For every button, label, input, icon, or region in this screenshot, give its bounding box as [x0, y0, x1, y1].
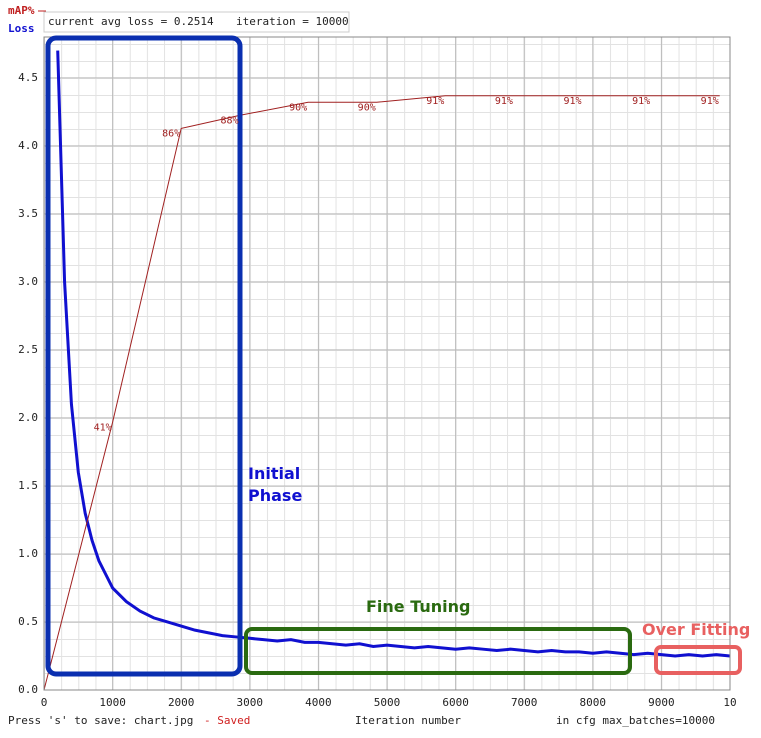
- value-label: 88%: [220, 115, 238, 126]
- x-tick-label: 7000: [511, 696, 538, 709]
- y-tick-label: 3.5: [18, 207, 38, 220]
- value-label: 91%: [426, 96, 444, 107]
- y-tick-label: 0.5: [18, 615, 38, 628]
- fine-tuning-box: [244, 627, 632, 675]
- series-line: [56, 50, 731, 658]
- annotation: Fine Tuning: [366, 597, 471, 616]
- y-tick-label: 1.5: [18, 479, 38, 492]
- overfit-box: [654, 645, 742, 675]
- status-iteration: iteration = 10000: [236, 15, 349, 28]
- x-tick-label: 10: [723, 696, 736, 709]
- plot-frame: [43, 36, 731, 691]
- status-box: [43, 11, 350, 33]
- y-tick-label: 3.0: [18, 275, 38, 288]
- annotation: Initial Phase: [248, 464, 303, 505]
- x-tick-label: 2000: [168, 696, 195, 709]
- x-tick-label: 8000: [580, 696, 607, 709]
- value-label: 41%: [94, 422, 112, 433]
- footer-batches: in cfg max_batches=10000: [556, 714, 715, 727]
- x-tick-label: 9000: [648, 696, 675, 709]
- value-label: 90%: [358, 102, 376, 113]
- value-label: 91%: [632, 96, 650, 107]
- value-label: 91%: [563, 96, 581, 107]
- value-label: 90%: [289, 102, 307, 113]
- value-label: 91%: [701, 96, 719, 107]
- value-label: 91%: [495, 96, 513, 107]
- series-line: [43, 95, 720, 691]
- x-tick-label: 5000: [374, 696, 401, 709]
- footer-saved: - Saved: [204, 714, 250, 727]
- x-tick-label: 0: [41, 696, 48, 709]
- y-tick-label: 1.0: [18, 547, 38, 560]
- legend-loss: Loss: [8, 22, 35, 35]
- footer-save: Press 's' to save: chart.jpg: [8, 714, 193, 727]
- x-tick-label: 6000: [442, 696, 469, 709]
- value-label: 86%: [162, 128, 180, 139]
- y-tick-label: 4.5: [18, 71, 38, 84]
- x-tick-label: 1000: [99, 696, 126, 709]
- initial-box: [45, 35, 243, 677]
- y-tick-label: 4.0: [18, 139, 38, 152]
- y-tick-label: 2.0: [18, 411, 38, 424]
- status-loss: current avg loss = 0.2514: [48, 15, 214, 28]
- y-tick-label: 0.0: [18, 683, 38, 696]
- legend-map: mAP%: [8, 4, 35, 17]
- x-tick-label: 3000: [237, 696, 264, 709]
- x-tick-label: 4000: [305, 696, 332, 709]
- annotation: Over Fitting: [642, 620, 751, 639]
- y-tick-label: 2.5: [18, 343, 38, 356]
- x-axis-label: Iteration number: [355, 714, 461, 727]
